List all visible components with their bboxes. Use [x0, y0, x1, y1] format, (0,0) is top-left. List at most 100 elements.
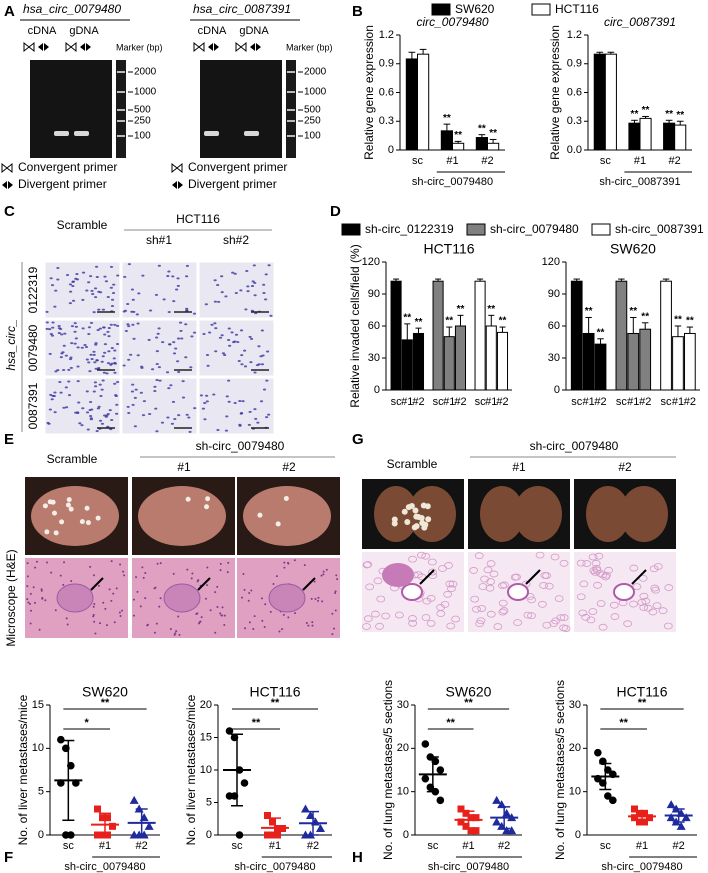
ladder-label: 100 [134, 131, 151, 142]
stained-cell [103, 275, 107, 278]
nucleus [186, 568, 189, 571]
stained-cell [100, 360, 104, 363]
divergent-primer-icon [38, 43, 49, 51]
group-label: sh-circ_0079480 [196, 439, 285, 453]
stained-cell [238, 400, 242, 403]
data-point [225, 727, 234, 735]
alveolus [651, 586, 661, 594]
x-tick-label: sc [475, 396, 487, 408]
data-point [269, 818, 276, 826]
stained-cell [155, 430, 159, 433]
alveolus [576, 593, 586, 601]
nucleus [44, 599, 47, 602]
nucleus [93, 603, 96, 606]
nucleus [209, 609, 212, 612]
lesion [163, 583, 201, 613]
data-point [94, 831, 101, 839]
stained-cell [69, 356, 73, 359]
stained-cell [153, 385, 157, 388]
stained-cell [85, 289, 89, 292]
stained-cell [262, 283, 266, 286]
bar [672, 336, 684, 391]
stained-cell [54, 289, 58, 292]
nucleus [35, 560, 38, 563]
nucleus [223, 623, 226, 626]
alveolus [653, 563, 663, 570]
stained-cell [70, 325, 75, 328]
arrow [197, 577, 211, 591]
stained-cell [166, 416, 170, 419]
alveolus [559, 559, 569, 567]
significance: ** [271, 697, 280, 709]
nucleus [62, 583, 65, 586]
x-tick-label: #1 [672, 396, 684, 408]
stained-cell [254, 417, 258, 420]
y-tick-label: 10 [569, 786, 581, 798]
stained-cell [89, 321, 94, 324]
stained-cell [167, 270, 171, 273]
ladder-band [287, 91, 295, 93]
nucleus [45, 561, 48, 564]
nucleus [331, 612, 334, 615]
stained-cell [123, 309, 128, 312]
stained-cell [45, 321, 49, 324]
lung-left [480, 486, 524, 542]
nucleus [33, 601, 36, 604]
x-tick-label: sc [433, 396, 445, 408]
data-point [421, 740, 430, 748]
data-point [316, 824, 325, 832]
metastasis-nodule [59, 519, 65, 525]
stained-cell [126, 405, 130, 408]
ladder-label: 2000 [304, 67, 327, 78]
stained-cell [171, 400, 176, 403]
row-label: 0087391 [26, 382, 40, 429]
alveolus [422, 597, 432, 605]
stained-cell [53, 305, 57, 308]
stained-cell [238, 423, 242, 426]
stained-cell [247, 423, 251, 426]
y-axis-label: No. of lung metastases/5 sections [553, 680, 567, 860]
significance: ** [597, 327, 605, 338]
stained-cell [74, 277, 78, 280]
nucleus [154, 586, 157, 589]
alveolus [475, 620, 485, 628]
legend-swatch [591, 223, 611, 236]
y-tick-label: 0.9 [379, 58, 394, 70]
stained-cell [192, 312, 197, 315]
bar [432, 280, 444, 391]
data-point [641, 818, 648, 826]
stained-cell [80, 346, 84, 349]
gel-title: hsa_circ_0079480 [23, 2, 121, 16]
stained-cell [62, 369, 66, 372]
stained-cell [243, 365, 248, 368]
y-tick-label: 0.3 [567, 115, 582, 127]
stained-cell [248, 335, 252, 338]
bar [405, 58, 418, 151]
x-tick-label: sc [616, 396, 628, 408]
nucleus [110, 599, 113, 602]
nucleus [200, 616, 203, 619]
stained-cell [76, 380, 80, 383]
stained-cell [85, 390, 89, 393]
stained-cell [94, 342, 98, 345]
y-tick-label: 0.6 [379, 86, 394, 98]
y-tick-label: 0.3 [379, 115, 394, 127]
stained-cell [124, 329, 128, 332]
nucleus [155, 622, 158, 625]
stained-cell [253, 281, 257, 284]
nucleus [314, 597, 317, 600]
stained-cell [220, 291, 224, 294]
stained-cell [113, 371, 117, 374]
bar [639, 328, 652, 391]
metastasis-nodule [419, 519, 426, 526]
stained-cell [266, 350, 270, 353]
nucleus [177, 615, 180, 618]
bar [474, 280, 486, 391]
stained-cell [184, 323, 188, 326]
lesion [56, 583, 94, 613]
gel-image [30, 60, 112, 158]
stained-cell [53, 411, 57, 414]
ladder-band [287, 120, 295, 122]
significance: ** [101, 697, 110, 709]
nucleus [334, 609, 337, 612]
